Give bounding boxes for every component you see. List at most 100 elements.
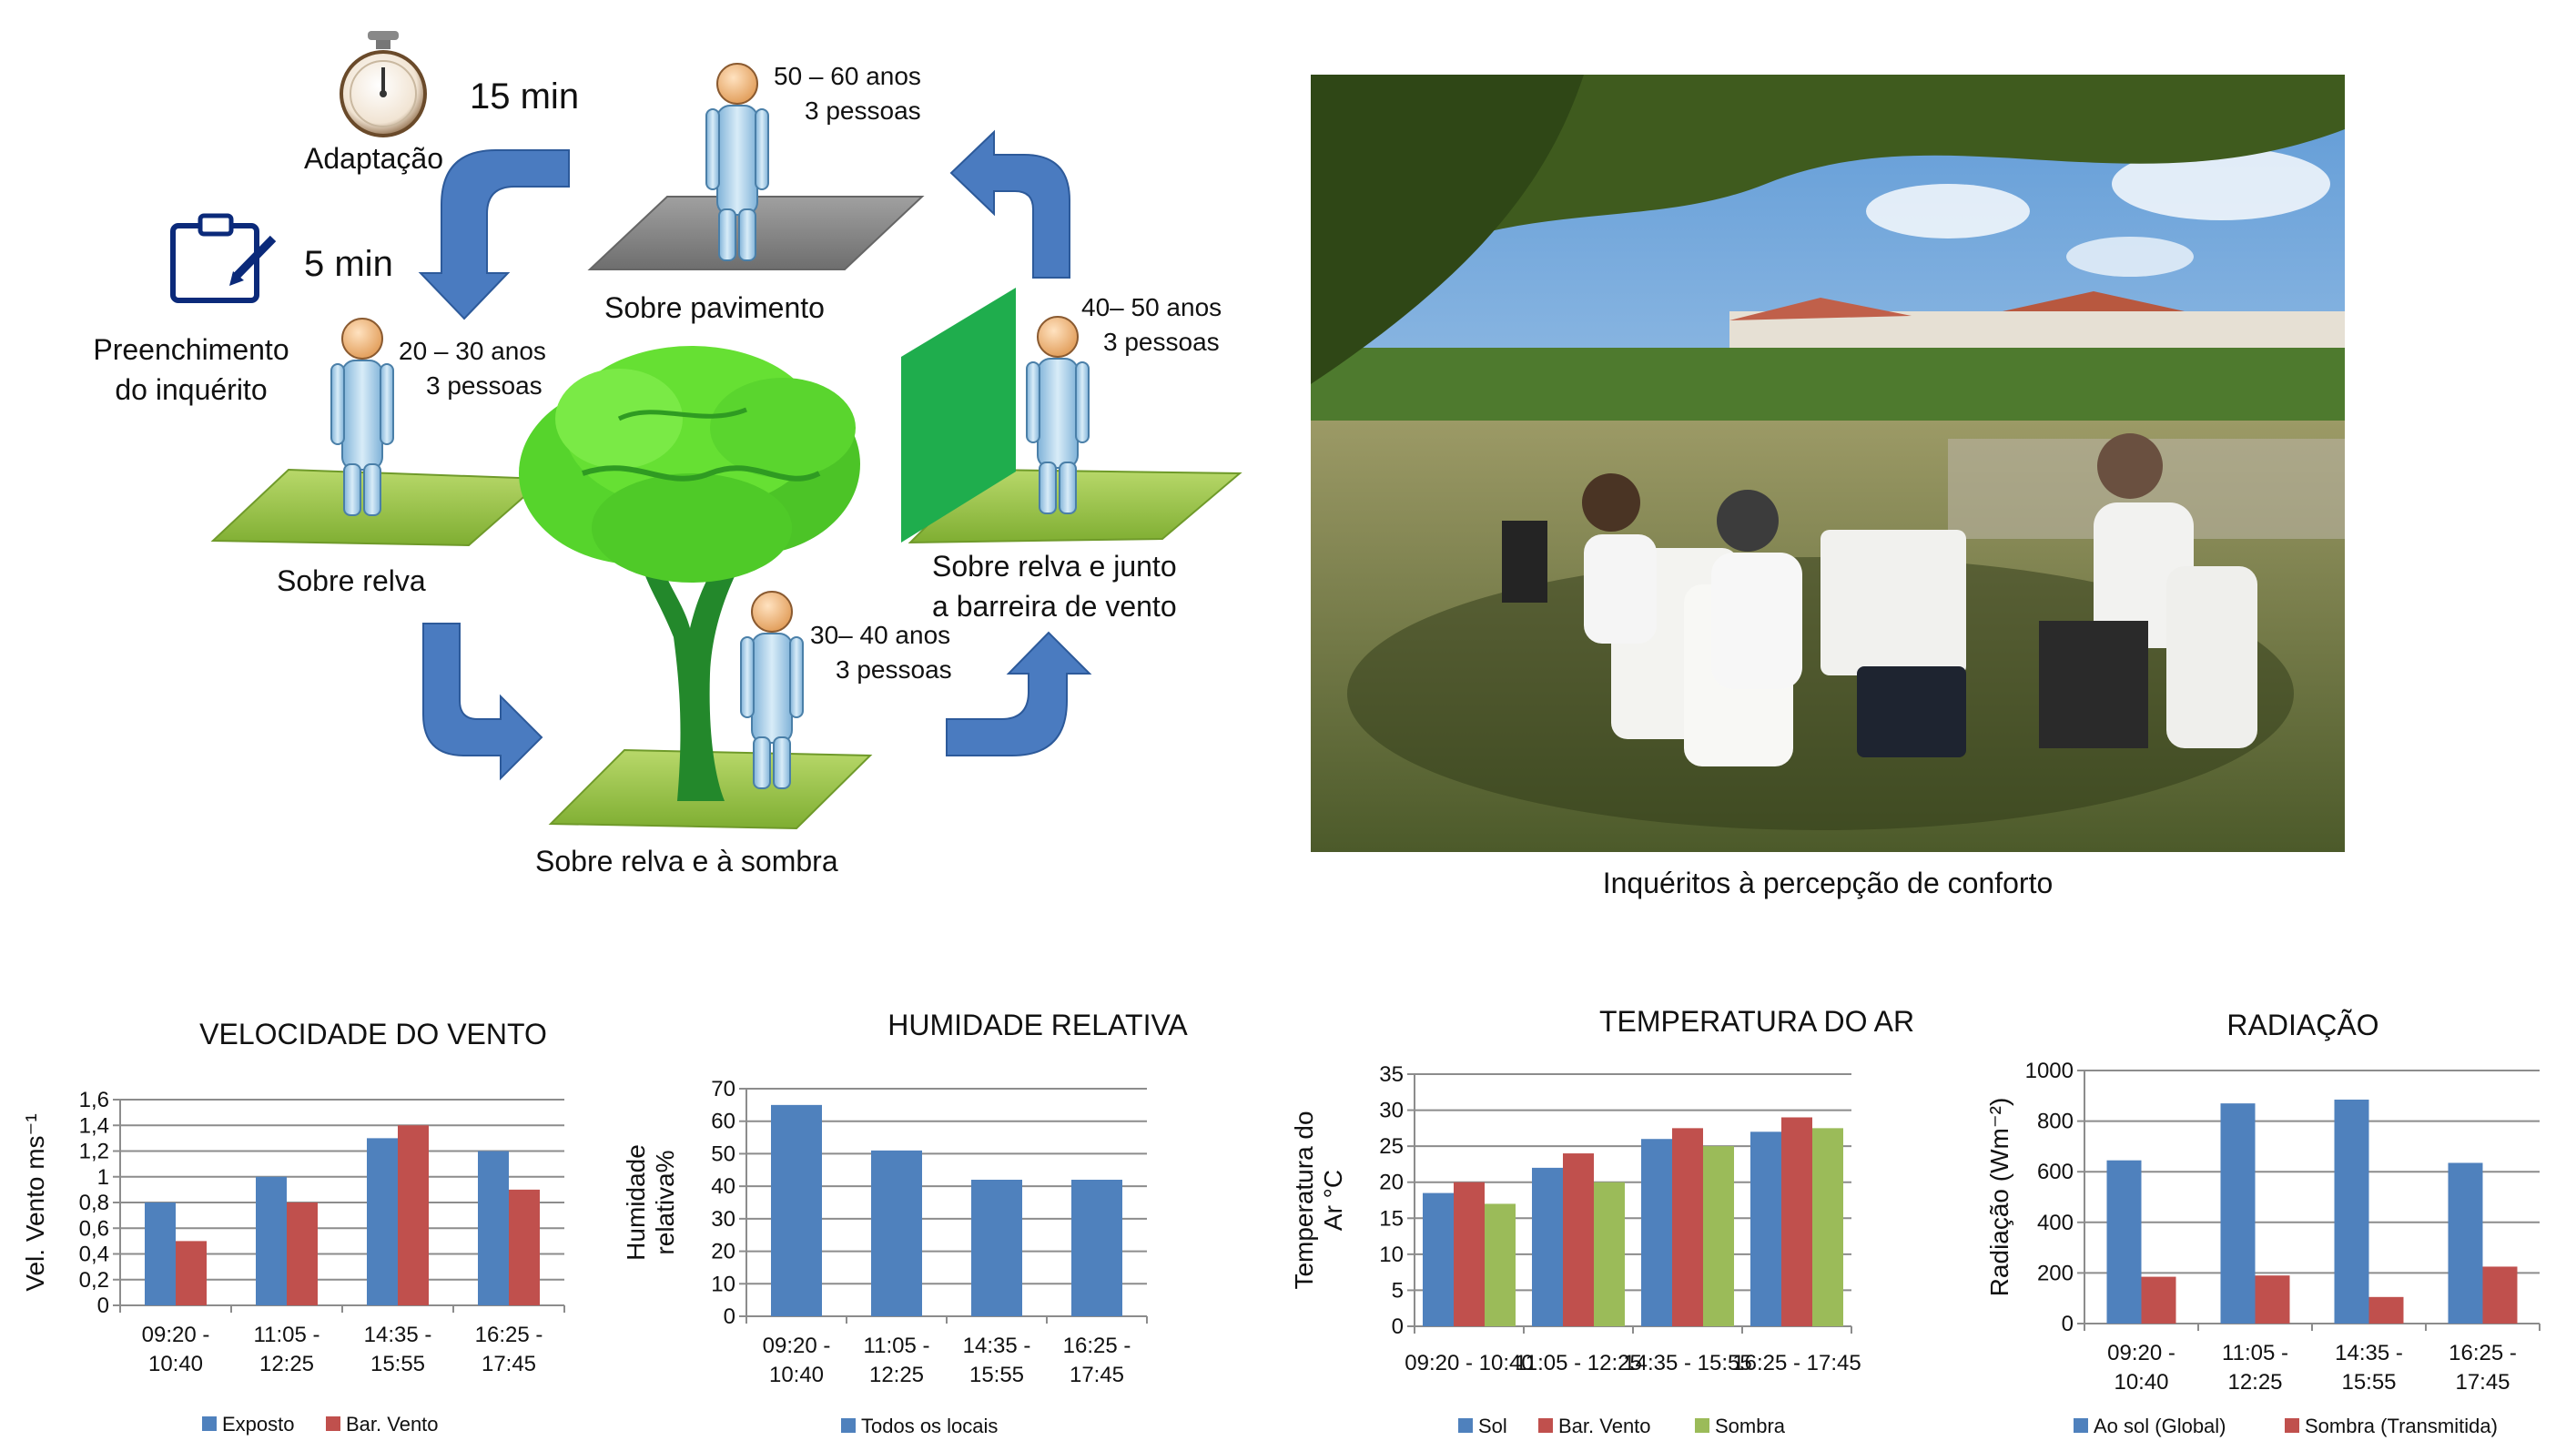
- x-tick-label: 09:20 - 10:40: [1405, 1351, 1533, 1375]
- chart-radiation: 0 200 400 600 800 1000 09:20 - 10:40 11:05 - 12:2…: [1985, 1059, 2541, 1437]
- x-tick-label: 16:25 -: [1063, 1334, 1131, 1358]
- y-tick-label: 70: [711, 1077, 735, 1101]
- x-tick-label: 09:20 -: [2107, 1341, 2175, 1365]
- legend-label: Ao sol (Global): [2094, 1415, 2226, 1437]
- bar-exposto-1: [145, 1202, 176, 1305]
- bar-todos-os-locais-3: [971, 1180, 1022, 1316]
- bar-sombra-transmitida--1: [2141, 1276, 2176, 1324]
- pavement-people: 3 pessoas: [805, 96, 921, 125]
- x-tick-label: 11:05 -: [2222, 1341, 2288, 1365]
- legend-swatch: [326, 1416, 340, 1431]
- x-tick-label: 12:25: [2227, 1370, 2282, 1395]
- pavement-age: 50 – 60 anos: [774, 62, 921, 90]
- x-tick-label: 12:25: [259, 1352, 314, 1376]
- y-tick-label: 30: [711, 1207, 735, 1232]
- bar-bar-vento-1: [176, 1241, 207, 1305]
- x-tick-label: 10:40: [2114, 1370, 2168, 1395]
- chart-humidity: 0 10 20 30 40 50 60 70 09:20 - 10:40 11:05 - 12:25 1…: [622, 1077, 1148, 1437]
- bar-todos-os-locais-2: [871, 1150, 922, 1316]
- legend-swatch: [841, 1418, 856, 1433]
- bar-sombra-1: [1485, 1203, 1516, 1326]
- legend-label: Exposto: [222, 1413, 295, 1436]
- legend-label: Sombra: [1715, 1415, 1786, 1437]
- person-grass: [330, 318, 394, 516]
- y-tick-label: 200: [2037, 1261, 2074, 1285]
- y-tick-label: 25: [1379, 1134, 1404, 1159]
- windbreak-age: 40– 50 anos: [1081, 293, 1222, 321]
- y-tick-label: 0: [97, 1294, 109, 1318]
- person-shade: [740, 591, 804, 789]
- legend-swatch: [202, 1416, 217, 1431]
- x-tick-label: 17:45: [482, 1352, 536, 1376]
- x-tick-label: 15:55: [370, 1352, 425, 1376]
- x-tick-label: 16:25 -: [475, 1323, 543, 1347]
- arrow-wind-to-pavement: [949, 129, 1070, 279]
- y-tick-label: 0,6: [79, 1216, 109, 1241]
- y-tick-label: 1,4: [79, 1113, 109, 1138]
- y-tick-label: 0: [724, 1304, 735, 1329]
- legend-swatch: [1458, 1418, 1473, 1433]
- y-tick-label: 60: [711, 1110, 735, 1134]
- bar-bar-vento-3: [1672, 1128, 1703, 1326]
- y-tick-label: 1,6: [79, 1088, 109, 1112]
- bar-sombra-transmitida--4: [2482, 1266, 2518, 1324]
- bar-ao-sol-global--4: [2448, 1162, 2483, 1324]
- x-tick-label: 14:35 -: [364, 1323, 432, 1347]
- legend-swatch: [1695, 1418, 1709, 1433]
- y-tick-label: 20: [711, 1240, 735, 1264]
- y-tick-label: 400: [2037, 1211, 2074, 1235]
- bar-exposto-2: [256, 1176, 287, 1305]
- y-tick-label: 0: [1392, 1314, 1404, 1339]
- legend-label: Bar. Vento: [346, 1413, 439, 1436]
- legend-swatch: [2285, 1418, 2299, 1433]
- x-tick-label: 16:25 - 17:45: [1732, 1351, 1861, 1375]
- y-tick-label: 10: [711, 1272, 735, 1296]
- x-tick-label: 14:35 -: [963, 1334, 1031, 1358]
- bar-bar-vento-2: [287, 1202, 318, 1305]
- cycle-arrows: [418, 129, 1092, 781]
- bar-bar-vento-1: [1454, 1182, 1485, 1326]
- x-tick-label: 15:55: [969, 1363, 1024, 1387]
- photo-caption: Inquéritos à percepção de conforto: [1602, 867, 2054, 899]
- bar-exposto-4: [478, 1151, 509, 1305]
- wind-barrier: [901, 288, 1016, 543]
- pavement-label: Sobre pavimento: [604, 291, 825, 324]
- y-tick-label: 600: [2037, 1160, 2074, 1184]
- person-windbreak: [1026, 316, 1090, 514]
- bar-bar-vento-2: [1563, 1153, 1594, 1326]
- bar-ao-sol-global--3: [2334, 1099, 2369, 1324]
- grass-label: Sobre relva: [277, 564, 426, 597]
- arrow-grass-to-shade: [422, 623, 543, 781]
- y-axis-label-line2: relativa%: [651, 1150, 679, 1254]
- legend-label: Todos os locais: [861, 1415, 998, 1437]
- x-tick-label: 12:25: [869, 1363, 924, 1387]
- x-tick-label: 16:25 -: [2449, 1341, 2517, 1365]
- chart-radiation-title: RADIAÇÃO: [2226, 1009, 2379, 1041]
- x-tick-label: 11:05 -: [254, 1323, 320, 1347]
- bar-ao-sol-global--1: [2106, 1160, 2142, 1324]
- bar-sol-2: [1532, 1167, 1563, 1326]
- bar-sombra-2: [1594, 1182, 1625, 1326]
- survey-label-line2: do inquérito: [115, 373, 268, 406]
- bar-sombra-transmitida--2: [2255, 1275, 2290, 1324]
- x-tick-label: 10:40: [769, 1363, 824, 1387]
- shade-people: 3 pessoas: [836, 655, 952, 684]
- x-tick-label: 11:05 - 12:25: [1515, 1351, 1642, 1375]
- bar-sombra-3: [1703, 1146, 1734, 1326]
- diagram-graphics: [170, 31, 1242, 830]
- time-survey: 5 min: [304, 244, 393, 284]
- survey-photo: [1311, 75, 2345, 852]
- survey-label-line1: Preenchimento: [93, 333, 289, 366]
- arrow-adaptation-to-grass: [418, 149, 570, 320]
- y-tick-label: 35: [1379, 1062, 1404, 1087]
- bar-todos-os-locais-4: [1071, 1180, 1122, 1316]
- bar-sol-3: [1641, 1139, 1672, 1326]
- windbreak-people: 3 pessoas: [1103, 328, 1220, 356]
- grass-people: 3 pessoas: [426, 371, 543, 400]
- bar-bar-vento-3: [398, 1125, 429, 1305]
- y-axis-label-line1: Temperatura do: [1290, 1111, 1318, 1289]
- y-axis-label: Radiação (Wm⁻²): [1985, 1098, 2013, 1297]
- y-tick-label: 0,4: [79, 1243, 109, 1267]
- y-tick-label: 15: [1379, 1206, 1404, 1231]
